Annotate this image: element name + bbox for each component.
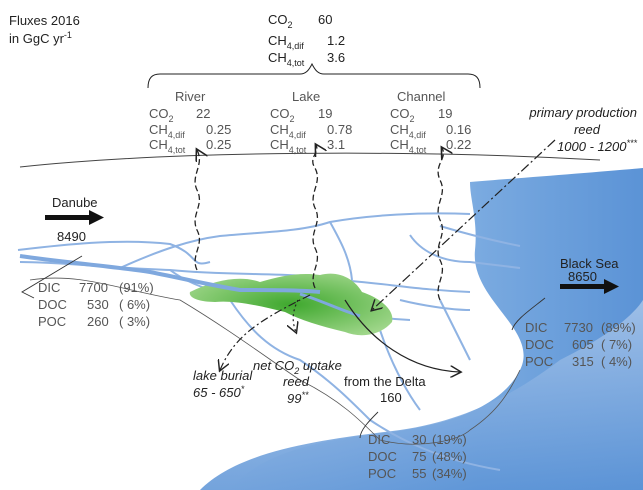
svg-text:315: 315: [572, 354, 594, 369]
svg-text:DOC: DOC: [525, 337, 554, 352]
emission-arrows: [194, 145, 443, 301]
svg-text:65 - 650*: 65 - 650*: [193, 384, 245, 400]
svg-text:DOC: DOC: [368, 449, 397, 464]
svg-text:CO2: CO2: [270, 106, 295, 124]
svg-text:75: 75: [412, 449, 426, 464]
delta-label: from the Delta 160: [344, 374, 426, 405]
svg-text:( 3%): ( 3%): [119, 314, 150, 329]
svg-text:DOC: DOC: [38, 297, 67, 312]
svg-text:lake burial: lake burial: [193, 368, 253, 383]
svg-text:net CO2 uptake: net CO2 uptake: [253, 358, 342, 376]
sea-leader: [511, 297, 546, 331]
svg-text:0.25: 0.25: [206, 137, 231, 152]
total-ch4dif-value: 1.2: [327, 33, 345, 48]
svg-text:260: 260: [87, 314, 109, 329]
svg-text:DIC: DIC: [525, 320, 547, 335]
svg-text:605: 605: [572, 337, 594, 352]
svg-text:99**: 99**: [287, 390, 309, 406]
svg-text:160: 160: [380, 390, 402, 405]
svg-text:(19%): (19%): [432, 432, 467, 447]
svg-text:3.1: 3.1: [327, 137, 345, 152]
lake-emission-arrow: [312, 145, 318, 289]
danube-label: Danube 8490: [52, 195, 98, 244]
river-emission-arrow: [194, 150, 199, 271]
svg-text:0.25: 0.25: [206, 122, 231, 137]
net-uptake-arrow: [293, 299, 298, 332]
black-sea-composition: DIC 7730 (89%) DOC 605 ( 7%) POC 315 ( 4…: [525, 320, 636, 369]
danube-arm: [19, 254, 321, 294]
svg-text:reed: reed: [283, 374, 310, 389]
svg-text:Black Sea: Black Sea: [560, 256, 619, 271]
svg-text:CH4,dif: CH4,dif: [268, 33, 304, 51]
svg-text:CO2: CO2: [149, 106, 174, 124]
header-title: Fluxes 2016: [9, 13, 80, 28]
svg-text:530: 530: [87, 297, 109, 312]
svg-text:Channel: Channel: [397, 89, 446, 104]
danube-arrow: [45, 210, 104, 225]
total-co2-value: 60: [318, 12, 332, 27]
source-river: River CO2 22 CH4,dif 0.25 CH4,tot 0.25: [149, 89, 231, 155]
svg-text:from the Delta: from the Delta: [344, 374, 426, 389]
svg-text:0.16: 0.16: [446, 122, 471, 137]
svg-text:DIC: DIC: [368, 432, 390, 447]
brace: [147, 62, 481, 89]
svg-text:reed: reed: [574, 122, 601, 137]
delta-composition: DIC 30 (19%) DOC 75 (48%) POC 55 (34%): [368, 432, 467, 481]
delta-export-arrow: [344, 299, 460, 372]
svg-text:(89%): (89%): [601, 320, 636, 335]
black-sea-arrow: [560, 279, 619, 294]
svg-text:CO2: CO2: [268, 12, 293, 30]
svg-text:8650: 8650: [568, 269, 597, 284]
danube-leader: [21, 255, 83, 299]
svg-text:River: River: [175, 89, 206, 104]
primary-production-arrow: [372, 139, 556, 310]
svg-text:POC: POC: [368, 466, 396, 481]
net-uptake-label: net CO2 uptake reed 99**: [253, 358, 342, 406]
svg-text:8490: 8490: [57, 229, 86, 244]
svg-text:POC: POC: [38, 314, 66, 329]
svg-text:(34%): (34%): [432, 466, 467, 481]
svg-text:Lake: Lake: [292, 89, 320, 104]
svg-text:Danube: Danube: [52, 195, 98, 210]
danube-composition: DIC 7700 (91%) DOC 530 ( 6%) POC 260 ( 3…: [38, 280, 154, 329]
delta-leader: [359, 411, 379, 439]
total-emissions: CO2 60 CH4,dif 1.2 CH4,tot 3.6: [268, 12, 345, 68]
black-sea-label: Black Sea 8650: [560, 256, 619, 284]
channel-emission-arrow: [437, 148, 443, 301]
svg-text:22: 22: [196, 106, 210, 121]
svg-text:(48%): (48%): [432, 449, 467, 464]
svg-text:( 7%): ( 7%): [601, 337, 632, 352]
svg-text:CO2: CO2: [390, 106, 415, 124]
svg-text:1000 - 1200***: 1000 - 1200***: [557, 138, 637, 154]
black-sea-area: [200, 168, 643, 490]
source-lake: Lake CO2 19 CH4,dif 0.78 CH4,tot 3.1: [270, 89, 352, 155]
primary-production-label: primary production reed 1000 - 1200***: [528, 105, 637, 154]
svg-text:primary production: primary production: [528, 105, 637, 120]
svg-text:19: 19: [438, 106, 452, 121]
svg-text:(91%): (91%): [119, 280, 154, 295]
svg-text:( 4%): ( 4%): [601, 354, 632, 369]
svg-text:0.78: 0.78: [327, 122, 352, 137]
svg-text:( 6%): ( 6%): [119, 297, 150, 312]
svg-text:30: 30: [412, 432, 426, 447]
lake-burial-label: lake burial 65 - 650*: [193, 368, 253, 400]
svg-text:DIC: DIC: [38, 280, 60, 295]
horizon-line: [19, 152, 601, 168]
svg-text:19: 19: [318, 106, 332, 121]
lake-burial-arrow: [220, 294, 311, 370]
total-ch4tot-value: 3.6: [327, 50, 345, 65]
svg-text:55: 55: [412, 466, 426, 481]
svg-text:POC: POC: [525, 354, 553, 369]
delta-boundary: [29, 277, 521, 445]
source-channel: Channel CO2 19 CH4,dif 0.16 CH4,tot 0.22: [390, 89, 471, 155]
svg-text:0.22: 0.22: [446, 137, 471, 152]
svg-text:CH4,tot: CH4,tot: [268, 50, 305, 68]
header-unit: in GgC yr-1: [9, 30, 72, 46]
svg-text:7730: 7730: [564, 320, 593, 335]
svg-text:7700: 7700: [79, 280, 108, 295]
